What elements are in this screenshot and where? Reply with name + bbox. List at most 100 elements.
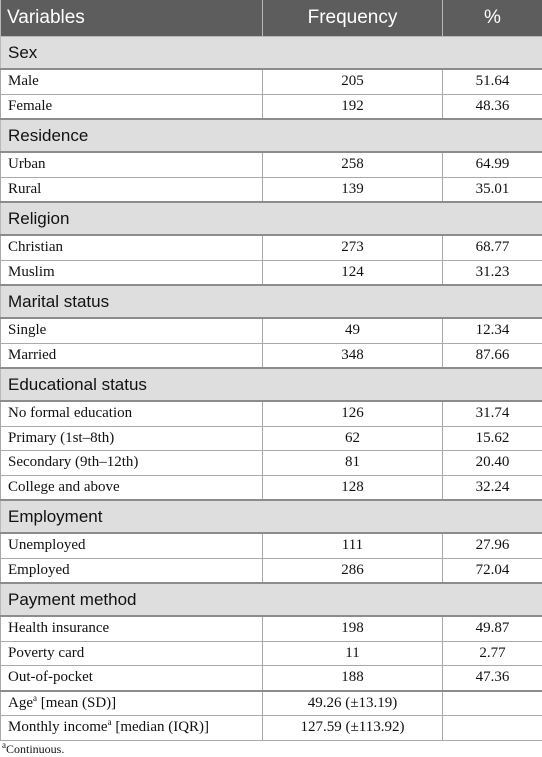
table-row: College and above 128 32.24: [0, 474, 542, 501]
footnote-text: Continuous.: [6, 742, 65, 756]
table-row: Single 49 12.34: [0, 317, 542, 344]
row-frequency: 128: [262, 474, 443, 501]
section-header-row: Marital status: [0, 284, 542, 319]
row-label-footnote-marker: a: [33, 692, 37, 703]
section-title: Sex: [0, 36, 542, 70]
table-row: Unemployed 111 27.96: [0, 532, 542, 559]
row-percent: 64.99: [442, 151, 542, 178]
continuous-row: Monthly incomea [median (IQR)] 127.59 (±1…: [0, 715, 542, 741]
table-row: Married 348 87.66: [0, 342, 542, 369]
row-label: Muslim: [0, 259, 263, 286]
row-label: Urban: [0, 151, 263, 178]
table-row: Urban 258 64.99: [0, 151, 542, 178]
section-header-row: Residence: [0, 118, 542, 153]
row-percent: 31.23: [442, 259, 542, 286]
row-frequency: 111: [262, 532, 443, 559]
row-frequency: 81: [262, 450, 443, 476]
section-title: Payment method: [0, 582, 542, 617]
row-frequency: 192: [262, 93, 443, 120]
row-percent: 2.77: [442, 640, 542, 666]
table-row: Primary (1st–8th) 62 15.62: [0, 425, 542, 451]
table-row: Rural 139 35.01: [0, 176, 542, 203]
row-frequency: 62: [262, 425, 443, 451]
row-frequency: 348: [262, 342, 443, 369]
row-frequency: 286: [262, 557, 443, 584]
footnote-marker: a: [2, 740, 6, 750]
row-percent: 27.96: [442, 532, 542, 559]
section-header-row: Employment: [0, 499, 542, 534]
section-header-row: Educational status: [0, 367, 542, 402]
row-frequency: 198: [262, 615, 443, 642]
row-label: Rural: [0, 176, 263, 203]
header-variables: Variables: [0, 0, 263, 37]
row-label: Out-of-pocket: [0, 665, 263, 692]
row-percent: 20.40: [442, 450, 542, 476]
row-frequency: 258: [262, 151, 443, 178]
row-percent: 31.74: [442, 400, 542, 427]
row-percent: 49.87: [442, 615, 542, 642]
row-frequency: 11: [262, 640, 443, 666]
row-label: Secondary (9th–12th): [0, 450, 263, 476]
row-value: 49.26 (±13.19): [262, 690, 443, 716]
row-label: Primary (1st–8th): [0, 425, 263, 451]
row-percent: 35.01: [442, 176, 542, 203]
table-row: Muslim 124 31.23: [0, 259, 542, 286]
row-label: Married: [0, 342, 263, 369]
row-label-suffix: [median (IQR)]: [111, 719, 210, 736]
header-percent: %: [442, 0, 542, 37]
section-title: Religion: [0, 201, 542, 236]
row-label: Agea [mean (SD)]: [0, 690, 263, 716]
row-percent: 47.36: [442, 665, 542, 692]
row-label: Poverty card: [0, 640, 263, 666]
row-label: Health insurance: [0, 615, 263, 642]
table-row: Employed 286 72.04: [0, 557, 542, 584]
row-percent: 32.24: [442, 474, 542, 501]
row-frequency: 126: [262, 400, 443, 427]
section-header-row: Payment method: [0, 582, 542, 617]
footnote: aContinuous.: [2, 740, 65, 757]
row-label: College and above: [0, 474, 263, 501]
row-label: Single: [0, 317, 263, 344]
table-header-row: Variables Frequency %: [0, 0, 542, 37]
row-label: Monthly incomea [median (IQR)]: [0, 715, 263, 741]
row-frequency: 49: [262, 317, 443, 344]
section-header-row: Sex: [0, 36, 542, 70]
row-frequency: 139: [262, 176, 443, 203]
continuous-row: Agea [mean (SD)] 49.26 (±13.19): [0, 690, 542, 716]
row-percent: [442, 715, 542, 741]
row-label-main: Monthly income: [8, 719, 108, 736]
header-frequency: Frequency: [262, 0, 443, 37]
section-title: Employment: [0, 499, 542, 534]
section-title: Educational status: [0, 367, 542, 402]
row-percent: 12.34: [442, 317, 542, 344]
table-row: Secondary (9th–12th) 81 20.40: [0, 450, 542, 476]
demographics-table: Variables Frequency % Sex Male 205 51.64 Fem…: [0, 0, 542, 741]
row-frequency: 205: [262, 68, 443, 95]
table-row: Poverty card 11 2.77: [0, 640, 542, 666]
table-row: Out-of-pocket 188 47.36: [0, 665, 542, 692]
row-percent: 68.77: [442, 234, 542, 261]
section-title: Residence: [0, 118, 542, 153]
row-label: Christian: [0, 234, 263, 261]
table-row: Health insurance 198 49.87: [0, 615, 542, 642]
section-title: Marital status: [0, 284, 542, 319]
row-percent: [442, 690, 542, 716]
row-label: Female: [0, 93, 263, 120]
row-label-footnote-marker: a: [107, 717, 112, 728]
table-row: Male 205 51.64: [0, 68, 542, 95]
row-percent: 72.04: [442, 557, 542, 584]
row-label: Unemployed: [0, 532, 263, 559]
row-percent: 51.64: [442, 68, 542, 95]
row-percent: 48.36: [442, 93, 542, 120]
row-percent: 87.66: [442, 342, 542, 369]
row-percent: 15.62: [442, 425, 542, 451]
table-row: Female 192 48.36: [0, 93, 542, 120]
row-label: Employed: [0, 557, 263, 584]
row-label-main: Age: [8, 694, 33, 711]
table-body: Sex Male 205 51.64 Female 192 48.36 Residence Ur…: [0, 36, 542, 741]
row-frequency: 273: [262, 234, 443, 261]
row-label-suffix: [mean (SD)]: [37, 694, 117, 711]
row-label: Male: [0, 68, 263, 95]
row-frequency: 124: [262, 259, 443, 286]
row-value: 127.59 (±113.92): [262, 715, 443, 741]
